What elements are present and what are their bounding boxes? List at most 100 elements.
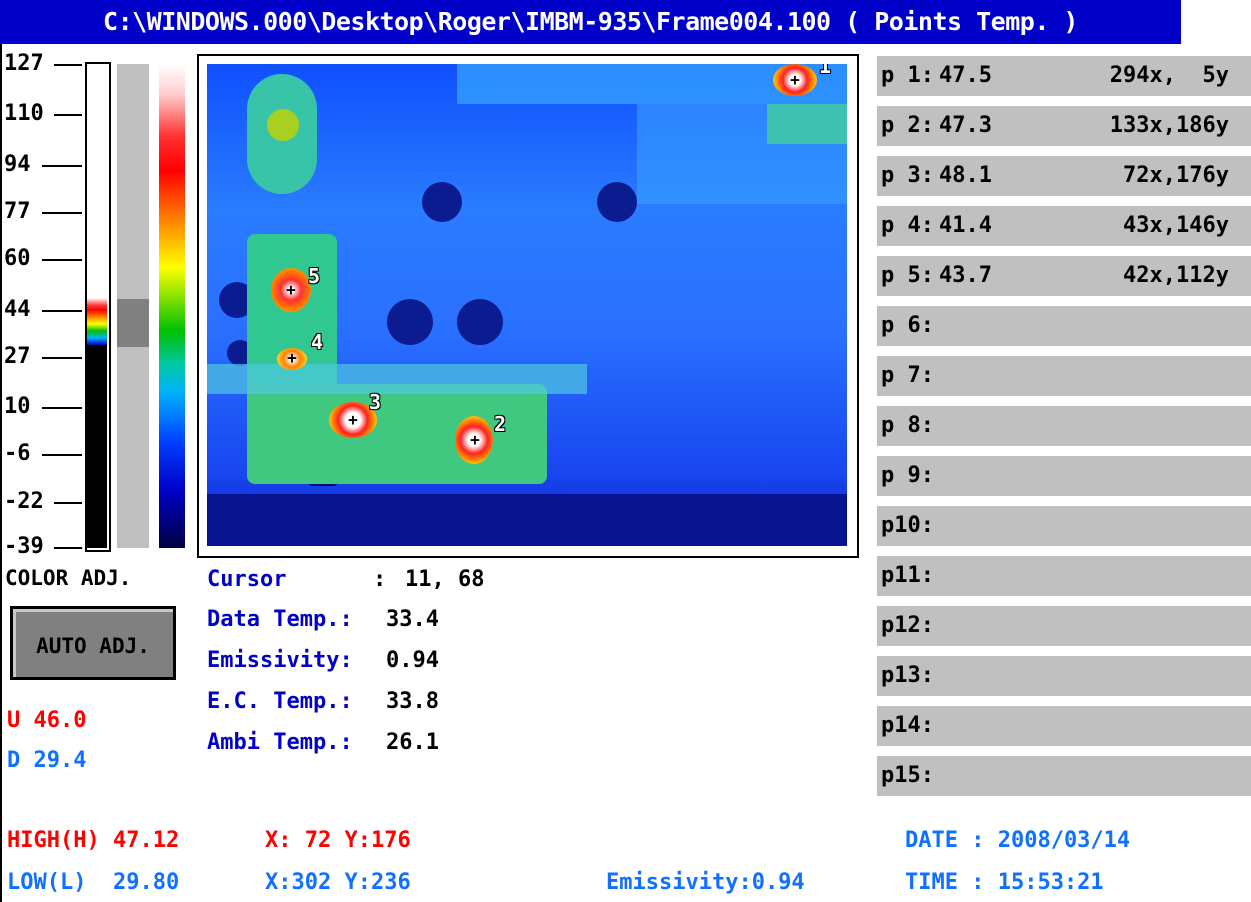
left-border [0, 44, 2, 902]
range-indicator-fill [87, 345, 107, 548]
scale-tick [54, 502, 82, 504]
color-palette-bar [159, 64, 185, 548]
point-coord: 43x,146y [1123, 213, 1229, 238]
scale-tick [42, 259, 82, 261]
point-name: p 5: [881, 263, 934, 288]
crosshair-icon: + [470, 430, 480, 449]
point-row[interactable]: p10: [877, 506, 1251, 546]
cold-region [207, 494, 847, 546]
point-coord: 294x, 5y [1109, 63, 1229, 88]
upper-limit-value: U 46.0 [7, 708, 87, 733]
point-row[interactable]: p11: [877, 556, 1251, 596]
data-temp-label: Data Temp.: [207, 607, 353, 632]
point-row[interactable]: p12: [877, 606, 1251, 646]
emissivity-value: 0.94 [386, 648, 439, 673]
point-row[interactable]: p 8: [877, 406, 1251, 446]
ec-temp-value: 33.8 [386, 689, 439, 714]
scale-label: 60 [4, 246, 31, 271]
scale-label: -22 [4, 489, 44, 514]
scale-tick [42, 165, 82, 167]
point-row[interactable]: p 5: 43.7 42x,112y [877, 256, 1251, 296]
point-row[interactable]: p15: [877, 756, 1251, 796]
point-name: p 8: [881, 413, 934, 438]
scale-label: 110 [4, 101, 44, 126]
point-row[interactable]: p14: [877, 706, 1251, 746]
point-row[interactable]: p 7: [877, 356, 1251, 396]
point-marker-label: 3 [369, 390, 382, 414]
point-temp: 48.1 [939, 163, 992, 188]
point-name: p 6: [881, 313, 934, 338]
ambient-temp-label: Ambi Temp.: [207, 730, 353, 755]
auto-adjust-button[interactable]: AUTO ADJ. [10, 606, 176, 680]
point-row[interactable]: p 6: [877, 306, 1251, 346]
cold-spot [457, 299, 503, 345]
point-marker-label: 4 [311, 330, 324, 354]
point-row[interactable]: p 9: [877, 456, 1251, 496]
crosshair-icon: + [348, 410, 358, 429]
ec-temp-label: E.C. Temp.: [207, 689, 353, 714]
point-temp: 41.4 [939, 213, 992, 238]
cold-spot [387, 299, 433, 345]
point-name: p 2: [881, 113, 934, 138]
scale-tick [54, 114, 82, 116]
scale-tick [42, 212, 82, 214]
date-readout: DATE : 2008/03/14 [905, 828, 1131, 853]
window-title: C:\WINDOWS.000\Desktop\Roger\IMBM-935\Fr… [0, 0, 1181, 44]
low-temp-position: X:302 Y:236 [265, 870, 411, 895]
scale-label: 10 [4, 394, 31, 419]
scale-tick [54, 64, 82, 66]
point-marker-label: 5 [308, 264, 321, 288]
point-name: p14: [881, 713, 934, 738]
color-adjust-slider-thumb[interactable] [117, 299, 149, 347]
hot-spot [271, 268, 311, 312]
scale-label: -6 [4, 441, 31, 466]
point-coord: 72x,176y [1123, 163, 1229, 188]
high-temp-readout: HIGH(H) 47.12 [7, 828, 180, 853]
thermal-image[interactable]: + + + + + 1 2 3 4 5 [207, 64, 847, 546]
hot-spot [773, 64, 817, 96]
point-name: p 4: [881, 213, 934, 238]
scale-label: 27 [4, 344, 31, 369]
point-marker-label: 1 [819, 64, 832, 78]
scale-tick [42, 454, 82, 456]
time-readout: TIME : 15:53:21 [905, 870, 1104, 895]
point-name: p 3: [881, 163, 934, 188]
scale-label: 94 [4, 152, 31, 177]
low-temp-readout: LOW(L) 29.80 [7, 870, 180, 895]
scale-tick [42, 357, 82, 359]
point-name: p 1: [881, 63, 934, 88]
point-name: p 7: [881, 363, 934, 388]
hot-spot [455, 416, 493, 464]
point-temp: 43.7 [939, 263, 992, 288]
point-name: p 9: [881, 463, 934, 488]
point-marker-label: 2 [494, 412, 507, 436]
point-row[interactable]: p 4: 41.4 43x,146y [877, 206, 1251, 246]
hot-spot [329, 402, 377, 438]
cursor-separator: : [373, 567, 387, 592]
point-row[interactable]: p 1: 47.5 294x, 5y [877, 56, 1251, 96]
point-temp: 47.3 [939, 113, 992, 138]
footer-emissivity: Emissivity:0.94 [606, 870, 805, 895]
point-row[interactable]: p 3: 48.1 72x,176y [877, 156, 1251, 196]
lower-limit-value: D 29.4 [7, 748, 87, 773]
point-row[interactable]: p13: [877, 656, 1251, 696]
ambient-temp-value: 26.1 [386, 730, 439, 755]
warm-region [207, 364, 587, 394]
point-name: p15: [881, 763, 934, 788]
crosshair-icon: + [790, 70, 800, 89]
warm-region [767, 104, 847, 144]
color-adjust-label: COLOR ADJ. [5, 566, 132, 590]
scale-label: 44 [4, 297, 31, 322]
cold-spot [597, 182, 637, 222]
point-coord: 133x,186y [1109, 113, 1229, 138]
cursor-value: 11, 68 [405, 567, 485, 592]
point-name: p13: [881, 663, 934, 688]
crosshair-icon: + [287, 348, 297, 367]
point-name: p12: [881, 613, 934, 638]
hot-spot [277, 348, 307, 370]
high-temp-position: X: 72 Y:176 [265, 828, 411, 853]
point-row[interactable]: p 2: 47.3 133x,186y [877, 106, 1251, 146]
point-coord: 42x,112y [1123, 263, 1229, 288]
point-name: p11: [881, 563, 934, 588]
scale-label: 127 [4, 51, 44, 76]
